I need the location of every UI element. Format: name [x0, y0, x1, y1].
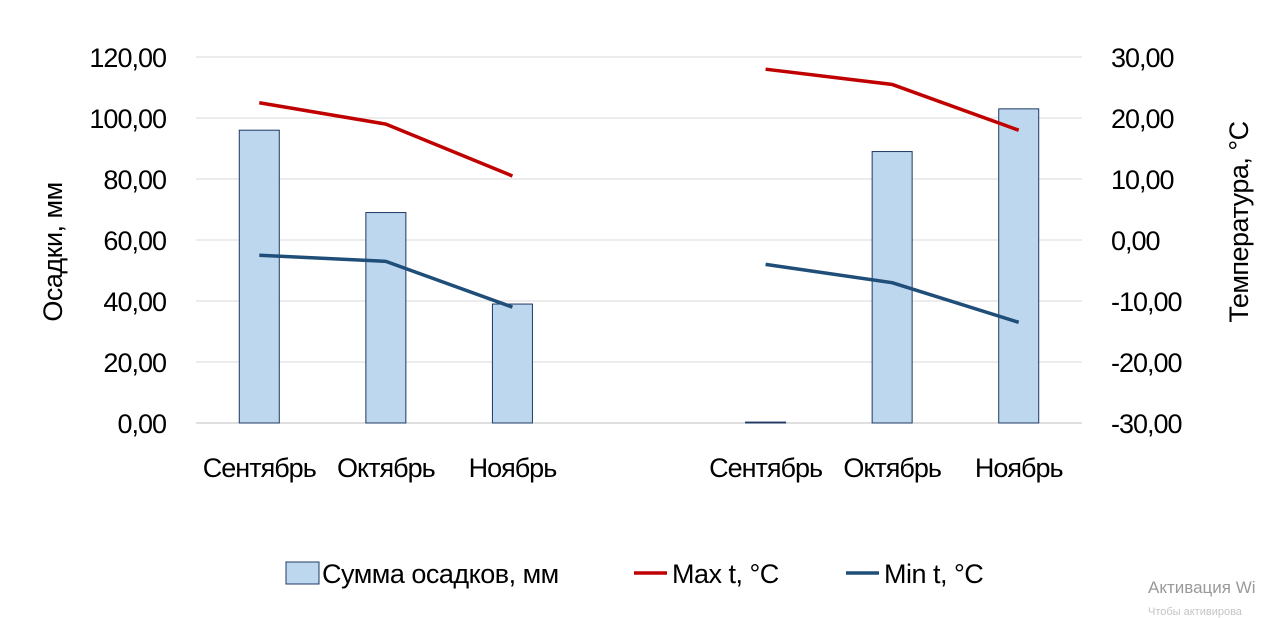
bar-precipitation — [238, 129, 280, 424]
right-axis-ticks: -30,00 -20,00 -10,00 0,00 10,00 20,00 30,00 — [1111, 43, 1183, 439]
right-tick-label: 20,00 — [1111, 104, 1174, 134]
bar-precipitation — [998, 108, 1040, 424]
line-max-t — [765, 67, 1020, 132]
bars — [238, 108, 1040, 424]
windows-activation-watermark-subtext: Чтобы активирова — [1148, 606, 1242, 618]
left-tick-label: 120,00 — [89, 43, 166, 73]
right-tick-label: -30,00 — [1111, 409, 1182, 439]
category-label: Сентябрь — [709, 453, 822, 483]
right-axis-title: Температура, °C — [1224, 121, 1254, 322]
left-tick-label: 60,00 — [103, 226, 166, 256]
line-max-t — [258, 101, 514, 178]
legend-label-max-t: Max t, °C — [672, 559, 779, 589]
line-min-t — [765, 262, 1020, 325]
category-label: Октябрь — [337, 453, 435, 483]
category-label: Ноябрь — [975, 453, 1063, 483]
category-label: Ноябрь — [469, 453, 557, 483]
legend-swatch-precipitation — [285, 561, 320, 585]
right-tick-label: 30,00 — [1111, 43, 1174, 73]
left-tick-label: 20,00 — [103, 348, 166, 378]
legend-label-min-t: Min t, °C — [884, 559, 983, 589]
right-tick-label: 10,00 — [1111, 165, 1174, 195]
legend: Сумма осадков, мм Max t, °C Min t, °C — [285, 559, 984, 589]
right-tick-label: -20,00 — [1111, 348, 1182, 378]
right-tick-label: -10,00 — [1111, 287, 1182, 317]
left-axis-title: Осадки, мм — [38, 182, 68, 321]
left-tick-label: 0,00 — [117, 409, 166, 439]
category-label: Сентябрь — [203, 453, 316, 483]
series-lines — [258, 67, 1020, 325]
bar-precipitation — [745, 421, 787, 424]
right-tick-label: 0,00 — [1111, 226, 1160, 256]
category-label: Октябрь — [843, 453, 941, 483]
windows-activation-watermark: Активация Wi — [1148, 578, 1256, 597]
legend-label-precipitation: Сумма осадков, мм — [322, 559, 559, 589]
left-axis-ticks: 0,00 20,00 40,00 60,00 80,00 100,00 120,00 — [89, 43, 167, 439]
line-min-t — [259, 253, 514, 309]
left-tick-label: 40,00 — [103, 287, 166, 317]
gridlines — [196, 56, 1082, 424]
bar-precipitation — [491, 303, 533, 424]
left-tick-label: 80,00 — [103, 165, 166, 195]
bar-precipitation — [365, 212, 407, 424]
category-labels: Сентябрь Октябрь Ноябрь Сентябрь Октябрь Нояб… — [203, 453, 1064, 483]
left-tick-label: 100,00 — [89, 104, 166, 134]
